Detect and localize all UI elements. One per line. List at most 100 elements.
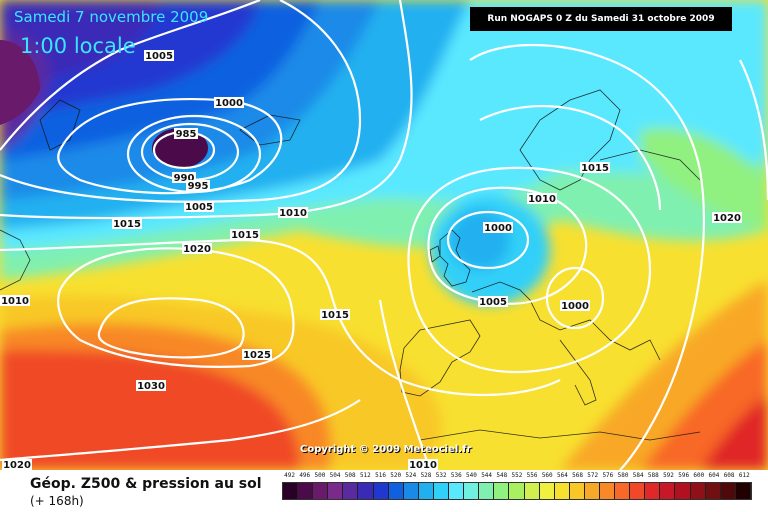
scale-swatch [599,483,616,499]
isobar-label: 1015 [320,309,350,321]
isobar-label: 1020 [182,243,212,255]
scale-swatch [298,483,314,499]
scale-tick-labels: 492 496 500 504 508 512 516 520 524 528 532 536 540 5… [282,472,752,482]
scale-swatch [509,483,525,499]
isobar-label: 985 [174,128,198,140]
svg-text:1015: 1015 [113,219,141,230]
scale-tick-label: 524 [405,472,417,479]
isobars [0,0,768,470]
isobar-label: 1015 [230,229,260,241]
scale-tick-label: 564 [556,472,568,479]
scale-swatch [630,483,646,499]
geopotential-field [0,0,768,470]
isobar-label: 1030 [136,380,166,392]
scale-tick-label: 492 [284,472,295,479]
scale-tick-label: 512 [359,472,371,479]
isobar-label: 1010 [278,207,308,219]
isobar-label: 1010 [527,193,557,205]
isobar-label: 1000 [483,222,513,234]
scale-swatch [705,483,721,499]
scale-swatch [569,483,585,499]
isobar-label: 1020 [2,459,32,470]
scale-tick-label: 516 [375,472,386,479]
svg-text:1025: 1025 [243,350,271,361]
isobar-label: 1025 [242,349,272,361]
scale-swatch [388,483,404,499]
scale-tick-label: 592 [663,472,674,479]
scale-tick-label: 584 [632,472,644,479]
scale-swatch [554,483,570,499]
scale-tick-label: 576 [602,472,614,479]
forecast-time: 1:00 locale [20,34,136,58]
scale-swatch [313,483,329,499]
scale-tick-label: 560 [541,472,553,479]
scale-tick-label: 596 [678,472,690,479]
scale-swatch [675,483,691,499]
isobar-label: 990 [172,172,196,184]
svg-text:1010: 1010 [1,296,29,307]
svg-text:1020: 1020 [3,460,31,470]
svg-text:1000: 1000 [215,98,243,109]
scale-swatch [660,483,676,499]
scale-swatch [720,483,736,499]
svg-text:1015: 1015 [581,163,609,174]
scale-tick-label: 568 [572,472,583,479]
scale-tick-label: 580 [617,472,629,479]
map-caption: Géop. Z500 & pression au sol [30,476,262,492]
scale-tick-label: 612 [738,472,750,479]
svg-text:1005: 1005 [145,51,173,62]
svg-text:1015: 1015 [231,230,259,241]
forecast-date: Samedi 7 novembre 2009 [14,8,209,26]
pressure-map: 985 990 995 1000 1005 1005 1010 1015 101… [0,0,768,470]
scale-swatch [584,483,600,499]
svg-text:985: 985 [176,129,197,140]
scale-tick-label: 532 [435,472,447,479]
scale-swatch [615,483,631,499]
forecast-offset: (+ 168h) [30,494,84,508]
scale-tick-label: 500 [314,472,326,479]
scale-swatch [690,483,706,499]
svg-text:990: 990 [174,173,195,184]
isobar-label: 1010 [0,295,30,307]
isobar-label: 1020 [712,212,742,224]
scale-tick-label: 552 [511,472,523,479]
isobar-label: 1000 [214,97,244,109]
isobar-label: 1005 [184,201,214,213]
scale-tick-label: 520 [390,472,402,479]
scale-swatch [418,483,434,499]
scale-tick-label: 604 [708,472,720,479]
svg-text:1005: 1005 [185,202,213,213]
scale-swatch [328,483,344,499]
svg-text:1020: 1020 [183,244,211,255]
isobar-label: 1005 [144,50,174,62]
isobar-label: 995 [186,180,210,192]
scale-swatch [479,483,495,499]
svg-text:1010: 1010 [279,208,307,219]
isobar-label: 1015 [112,218,142,230]
svg-text:1015: 1015 [321,310,349,321]
svg-text:1010: 1010 [528,194,556,205]
scale-swatch [449,483,465,499]
svg-text:1020: 1020 [713,213,741,224]
scale-tick-label: 508 [344,472,356,479]
isobar-label: 1000 [560,300,590,312]
scale-swatches [282,482,752,500]
scale-tick-label: 588 [647,472,659,479]
legend-bar: Géop. Z500 & pression au sol (+ 168h) 49… [0,470,768,512]
copyright-notice: Copyright © 2009 Meteociel.fr [300,444,472,455]
scale-swatch [358,483,374,499]
scale-tick-label: 496 [299,472,311,479]
scale-swatch [283,483,299,499]
isobar-labels: 985 990 995 1000 1005 1005 1010 1015 101… [0,50,742,470]
svg-text:1010: 1010 [409,460,437,470]
scale-tick-label: 608 [723,472,735,479]
scale-tick-label: 544 [481,472,493,479]
svg-text:1000: 1000 [484,223,512,234]
scale-swatch [524,483,540,499]
scale-tick-label: 540 [466,472,477,479]
scale-swatch [373,483,389,499]
scale-swatch [433,483,450,499]
isobar-label: 1015 [580,162,610,174]
svg-text:995: 995 [188,181,209,192]
model-run-banner: Run NOGAPS 0 Z du Samedi 31 octobre 2009 [470,7,732,31]
